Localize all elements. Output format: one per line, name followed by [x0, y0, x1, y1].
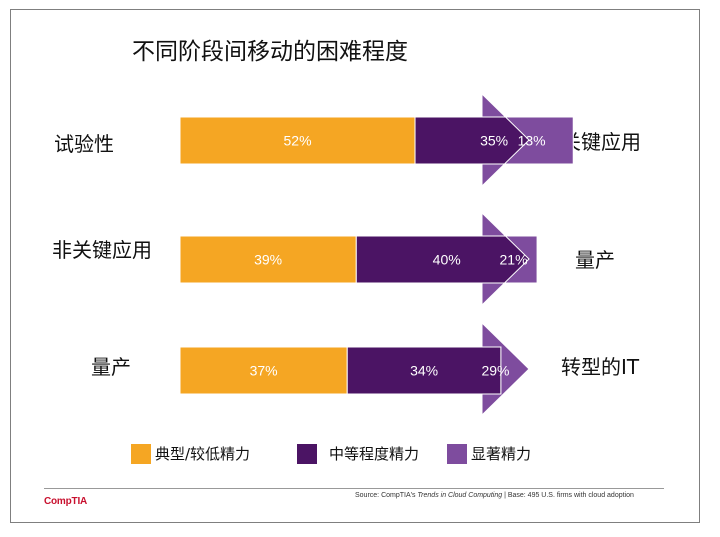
row-2-from-label: 非关键应用 — [52, 238, 152, 262]
comptia-logo: CompTIA — [44, 496, 88, 507]
legend-item-significant: 显著精力 — [447, 443, 531, 464]
data-label-row2-low: 39% — [254, 252, 282, 268]
footer-divider — [44, 488, 664, 489]
source-note: Source: CompTIA's Trends in Cloud Comput… — [355, 492, 634, 499]
chart-title: 不同阶段间移动的困难程度 — [132, 39, 408, 65]
legend-label-significant: 显著精力 — [471, 445, 532, 463]
legend-label-low: 典型/较低精力 — [155, 445, 251, 463]
data-label-row3-significant: 29% — [481, 363, 509, 379]
legend-swatch-low — [131, 443, 151, 464]
data-label-row1-low: 52% — [284, 133, 312, 149]
bar-segment-row2-significant — [481, 211, 538, 307]
legend-swatch-medium — [297, 443, 317, 464]
bar-segment-row3-significant — [481, 321, 530, 417]
row-3-to-label: 转型的IT — [561, 355, 640, 379]
source-suffix: | Base: 495 U.S. firms with cloud adopti… — [502, 492, 634, 499]
legend-item-low: 典型/较低精力 — [131, 443, 250, 464]
row-3-from-label: 量产 — [91, 355, 131, 379]
row-1-from-label: 试验性 — [54, 132, 114, 156]
data-label-row3-medium: 34% — [410, 363, 438, 379]
legend-swatch-significant — [447, 443, 467, 464]
bar-segment-row2-low — [179, 235, 357, 284]
bar-segment-row3-medium — [346, 346, 502, 395]
source-prefix: Source: CompTIA's — [355, 492, 418, 499]
legend-label-medium: 中等程度精力 — [329, 445, 420, 463]
data-label-row1-significant: 13% — [518, 133, 546, 149]
data-label-row2-medium: 40% — [433, 252, 461, 268]
data-label-row3-low: 37% — [250, 363, 278, 379]
data-label-row1-medium: 35% — [480, 133, 508, 149]
source-title: Trends in Cloud Computing — [417, 492, 503, 499]
bar-segment-row1-significant — [481, 92, 574, 188]
row-2-to-label: 量产 — [575, 248, 615, 272]
legend-item-medium: 中等程度精力 — [297, 443, 419, 464]
data-label-row2-significant: 21% — [500, 252, 528, 268]
